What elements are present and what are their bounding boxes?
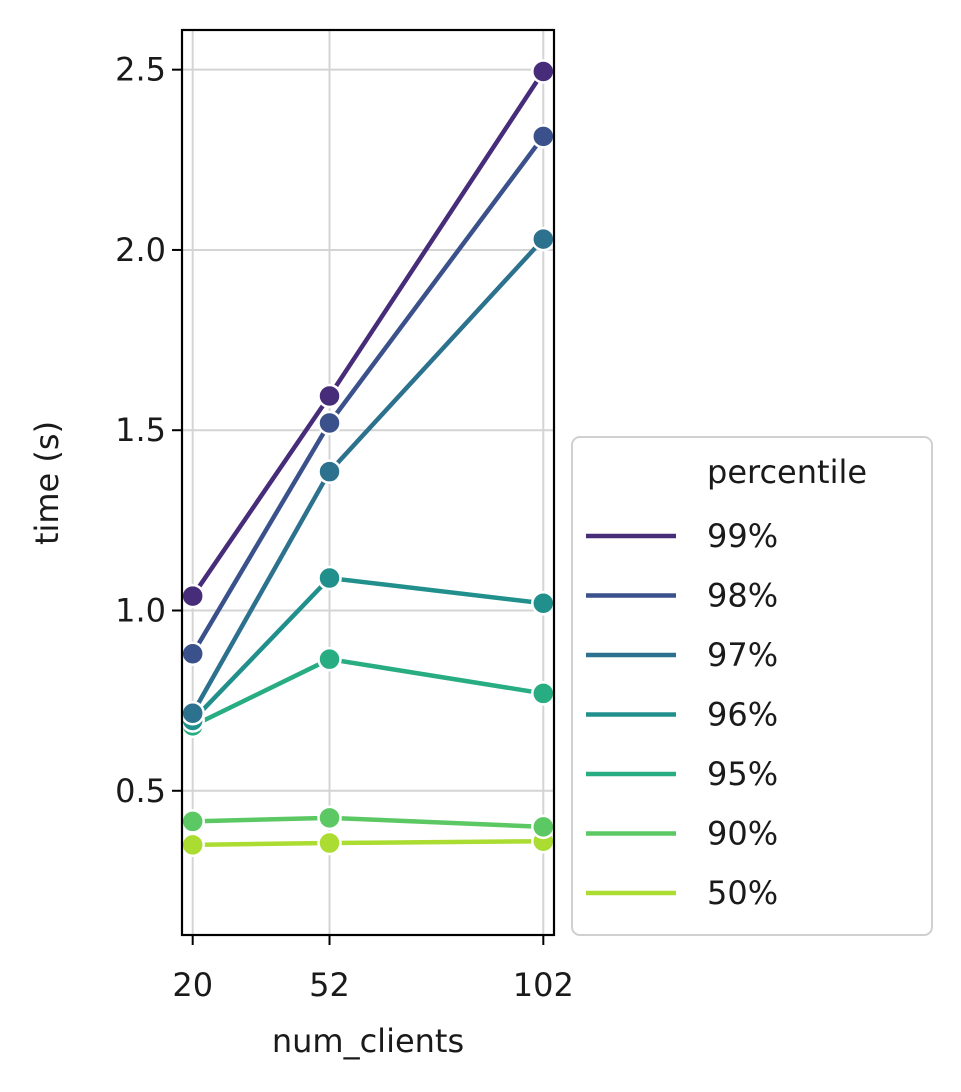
data-point [531, 59, 556, 84]
y-tick-label: 1.0 [115, 591, 166, 629]
axis-ticks: 20 52 102 0.5 1.0 1.5 2.0 2.5 [115, 51, 574, 1004]
series-line-99pct [190, 69, 546, 599]
legend-title: percentile [707, 453, 867, 491]
series-line-90pct [190, 815, 546, 830]
series-line-98pct [190, 134, 546, 657]
legend-label: 97% [707, 636, 778, 674]
series-line-50pct [190, 839, 546, 848]
plot-area-frame [180, 28, 556, 937]
grid [182, 30, 554, 935]
data-point [317, 459, 342, 484]
data-point [180, 832, 205, 858]
data-point [317, 805, 342, 831]
series-line-97pct [190, 236, 546, 716]
legend-label: 98% [707, 577, 778, 615]
x-axis-label: num_clients [272, 1022, 464, 1060]
data-point [317, 646, 342, 672]
data-point [531, 591, 556, 616]
data-point [317, 410, 342, 436]
legend-items: 99% 98% 97% 96% 95% 90% 50% [586, 517, 778, 912]
data-point [180, 583, 205, 609]
data-point [180, 809, 205, 834]
y-tick-label: 1.5 [115, 411, 166, 449]
data-point [317, 383, 342, 409]
y-axis-label: time (s) [28, 421, 66, 545]
data-point [531, 681, 556, 706]
legend-label: 96% [707, 696, 778, 734]
data-point [531, 124, 556, 149]
series-line-95pct [190, 656, 546, 729]
x-tick-label: 20 [172, 966, 213, 1004]
series-layer [180, 59, 556, 858]
y-tick-label: 0.5 [115, 772, 166, 810]
data-point [317, 830, 342, 856]
legend-label: 99% [707, 517, 778, 555]
data-point [531, 226, 556, 252]
legend: percentile 99% 98% 97% 96% 95% 90% 50% [571, 436, 933, 936]
y-tick-label: 2.0 [115, 231, 166, 269]
data-point [180, 641, 205, 667]
x-tick-label: 52 [309, 966, 350, 1004]
y-tick-label: 2.5 [115, 51, 166, 89]
legend-label: 90% [707, 815, 778, 853]
x-tick-label: 102 [513, 966, 574, 1004]
legend-label: 50% [707, 874, 778, 912]
data-point [180, 701, 205, 726]
data-point [531, 814, 556, 840]
legend-frame [571, 436, 933, 936]
legend-label: 95% [707, 755, 778, 793]
data-point [317, 565, 342, 591]
